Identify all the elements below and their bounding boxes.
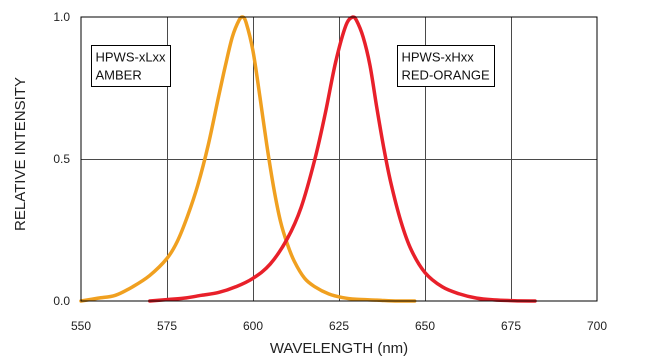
annotation-label: HPWS-xHxx xyxy=(402,50,475,65)
annotation-label: HPWS-xLxx xyxy=(96,50,167,65)
x-tick-label: 550 xyxy=(71,319,91,333)
annotation-label: RED-ORANGE xyxy=(402,68,490,83)
annotation-box: HPWS-xHxx RED-ORANGE xyxy=(397,45,495,87)
x-tick-label: 625 xyxy=(329,319,349,333)
x-tick-label: 600 xyxy=(243,319,263,333)
y-tick-label: 0.0 xyxy=(53,294,70,308)
y-tick-label: 1.0 xyxy=(53,10,70,24)
x-axis-title: WAVELENGTH (nm) xyxy=(270,340,408,357)
x-tick-label: 650 xyxy=(415,319,435,333)
y-tick-labels: 0.0 0.5 1.0 xyxy=(53,10,70,308)
y-tick-label: 0.5 xyxy=(53,152,70,166)
plot-frame xyxy=(80,16,598,302)
y-axis-title: RELATIVE INTENSITY xyxy=(12,77,29,231)
x-tick-labels: 550 575 600 625 650 675 700 xyxy=(71,319,607,333)
x-tick-label: 700 xyxy=(587,319,607,333)
x-tick-label: 675 xyxy=(501,319,521,333)
annotation-frame xyxy=(91,45,171,87)
annotation-box: HPWS-xLxx AMBER xyxy=(91,45,171,87)
series-line-amber xyxy=(79,15,417,303)
annotation-frame xyxy=(397,45,495,87)
annotation-label: AMBER xyxy=(96,68,142,83)
x-tick-label: 575 xyxy=(157,319,177,333)
annotations: HPWS-xLxx AMBER HPWS-xHxx RED-ORANGE xyxy=(91,45,495,87)
